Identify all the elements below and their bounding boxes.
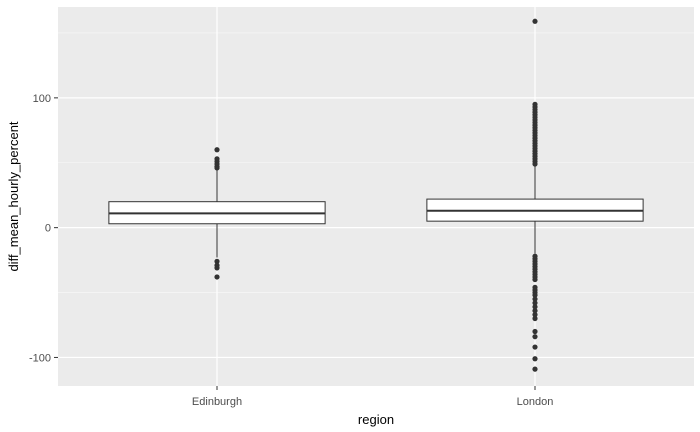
outlier-point [532,328,538,335]
y-tick-label: 0 [45,223,51,235]
box-group-edinburgh [108,147,326,280]
outlier-point [214,258,220,264]
outlier-point [532,161,538,167]
box-group-london [426,18,644,372]
boxes [108,18,644,372]
outlier-point [532,18,538,24]
outlier-point [214,165,220,171]
gridlines [58,7,694,386]
outlier-point [214,265,220,271]
outlier-point [532,308,538,314]
outlier-point [532,366,538,372]
outlier-point [532,296,538,302]
outlier-point [532,300,538,306]
outlier-point [532,356,538,362]
x-tick-label: London [517,396,554,408]
outlier-point [532,344,538,350]
y-tick-label: -100 [29,352,51,364]
x-tick-label: Edinburgh [192,396,242,408]
outlier-point [532,334,538,340]
panel-background [58,7,694,386]
outlier-point [532,304,538,310]
outlier-point [532,292,538,298]
outlier-point [532,315,538,322]
x-axis-title: region [358,412,394,427]
y-axis-title: diff_mean_hourly_percent [6,121,21,271]
y-tick-label: 100 [33,93,51,105]
outlier-point [532,312,538,318]
outlier-point [532,276,538,283]
outlier-point [214,147,220,153]
axes: -100 0 100 Edinburgh London [29,93,553,408]
plot-panel [58,7,694,386]
outlier-point [214,274,220,280]
